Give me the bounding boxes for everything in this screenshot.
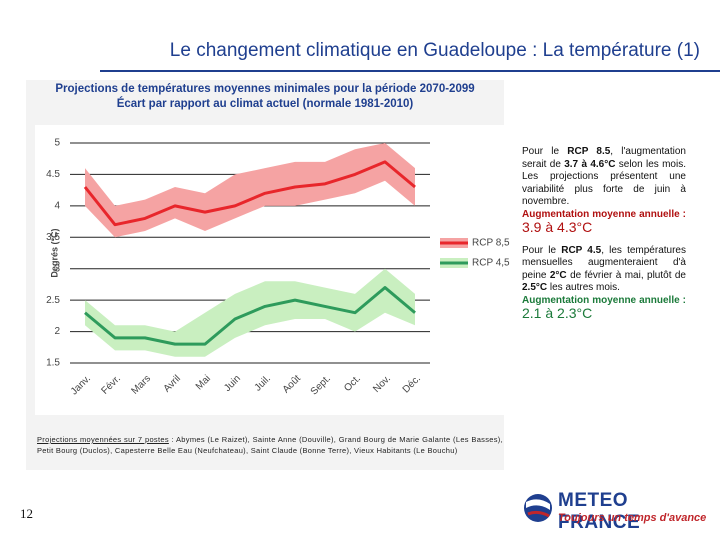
logo-tagline: Toujours un temps d'avance (558, 512, 707, 524)
note-paragraph: Pour le RCP 8.5, l'augmentation serait d… (522, 146, 686, 237)
note-text: Pour le (522, 244, 562, 256)
note-summary-label: Augmentation moyenne annuelle : (522, 208, 686, 220)
note-summary-value: 2.1 à 2.3°C (522, 305, 593, 321)
y-tick-label: 4.5 (46, 169, 60, 180)
note-paragraph: Pour le RCP 4.5, les températures mensue… (522, 245, 686, 323)
logo-icon (524, 494, 552, 522)
page-number: 12 (20, 506, 33, 521)
note-text: , l'augmentation serait de (522, 146, 686, 170)
legend-label: RCP 4,5 (472, 258, 510, 269)
logo: METEO FRANCE Toujours un temps d'avance (522, 488, 712, 533)
legend-label: RCP 8,5 (472, 238, 510, 249)
note-summary-value: 3.9 à 4.3°C (522, 219, 593, 235)
footnote-lead: Projections moyennées sur 7 postes (37, 435, 169, 444)
y-tick-label: 1.5 (46, 358, 60, 369)
note-text: 2°C (549, 269, 567, 281)
y-axis-label: Degrés (°C) (49, 228, 59, 277)
y-tick-label: 3 (54, 263, 60, 274)
footnote: Projections moyennées sur 7 postes : Aby… (37, 434, 503, 456)
chart-header: Projections de températures moyennes min… (26, 82, 504, 112)
notes: Pour le RCP 8.5, l'augmentation serait d… (522, 146, 686, 331)
note-text: 3.7 à 4.6°C (564, 158, 616, 170)
range-band (85, 143, 415, 238)
note-text: , les températures mensuelles augmentera… (522, 244, 686, 281)
y-tick-label: 4 (54, 200, 60, 211)
note-text: selon les mois. Les projections présente… (522, 158, 686, 208)
chart-title: Projections de températures moyennes min… (55, 83, 475, 95)
note-summary-label: Augmentation moyenne annuelle : (522, 294, 686, 306)
chart-subtitle: Écart par rapport au climat actuel (norm… (116, 98, 414, 110)
logo-name: METEO FRANCE (558, 490, 641, 533)
footnote-text: : Abymes (Le Raizet), Sainte Anne (Douvi… (37, 435, 503, 455)
note-text: 2.5°C (522, 282, 548, 293)
series-line (84, 286, 416, 346)
y-tick-label: 5 (54, 138, 60, 149)
y-tick-label: 2 (54, 326, 60, 337)
note-text: RCP 8.5 (567, 146, 611, 157)
y-tick-label: 3.5 (46, 232, 60, 243)
slide-title: Le changement climatique en Guadeloupe :… (169, 40, 700, 61)
note-text: Pour le (522, 146, 568, 157)
y-tick-label: 2.5 (46, 295, 60, 306)
note-text: les autres mois. (547, 282, 620, 293)
note-text: de février à mai, plutôt de (566, 269, 686, 281)
series-line (83, 160, 416, 227)
note-text: RCP 4.5 (561, 244, 602, 256)
title-rule (100, 70, 720, 72)
